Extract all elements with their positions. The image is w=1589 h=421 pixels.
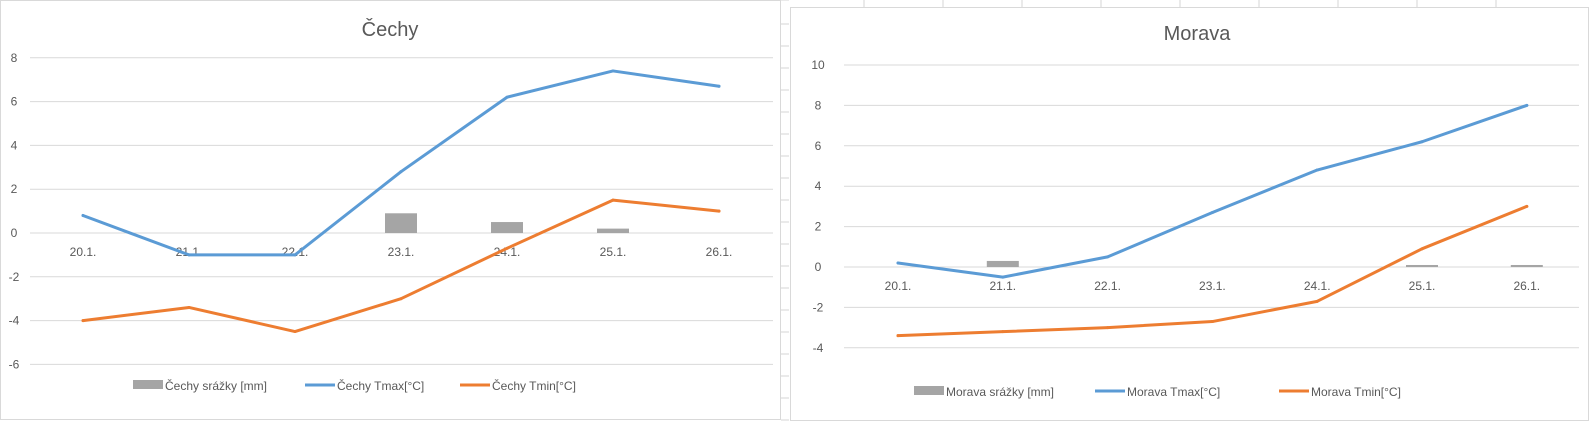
data-point[interactable]	[1106, 255, 1110, 259]
data-point[interactable]	[293, 330, 297, 334]
data-point[interactable]	[81, 319, 85, 323]
data-point[interactable]	[1420, 247, 1424, 251]
x-tick-label: 26.1.	[706, 245, 733, 259]
x-tick-label: 20.1.	[885, 279, 912, 293]
y-tick-label: -2	[813, 300, 824, 314]
data-point[interactable]	[611, 69, 615, 73]
data-point[interactable]	[399, 170, 403, 174]
x-tick-label: 23.1.	[1199, 279, 1226, 293]
data-point[interactable]	[1106, 326, 1110, 330]
data-point[interactable]	[896, 334, 900, 338]
data-point[interactable]	[1001, 330, 1005, 334]
y-tick-label: -4	[9, 314, 20, 328]
y-tick-label: 6	[11, 95, 18, 109]
bar-srazky[interactable]	[1406, 264, 1438, 267]
x-tick-label: 23.1.	[388, 245, 415, 259]
bar-srazky[interactable]	[1510, 264, 1543, 267]
chart-title: Morava	[1164, 23, 1232, 45]
data-point[interactable]	[1525, 204, 1529, 208]
data-point[interactable]	[1315, 168, 1319, 172]
legend-label: Čechy Tmin[°C]	[492, 378, 576, 393]
y-tick-label: 4	[11, 138, 18, 152]
y-tick-label: 8	[815, 98, 822, 112]
y-tick-label: -4	[813, 341, 824, 355]
data-point[interactable]	[1525, 103, 1529, 107]
data-point[interactable]	[717, 84, 721, 88]
y-tick-label: 8	[11, 51, 18, 65]
x-tick-label: 24.1.	[494, 245, 521, 259]
y-tick-label: 0	[11, 226, 18, 240]
x-tick-label: 25.1.	[600, 245, 627, 259]
x-tick-label: 22.1.	[1094, 279, 1121, 293]
legend-label: Čechy Tmax[°C]	[337, 378, 424, 393]
legend-label: Morava Tmin[°C]	[1311, 385, 1401, 399]
data-point[interactable]	[1420, 140, 1424, 144]
data-point[interactable]	[1001, 275, 1005, 279]
chart-border	[790, 7, 1589, 421]
chart-border	[0, 0, 781, 420]
legend-label: Čechy srážky [mm]	[165, 378, 267, 393]
bar-srazky[interactable]	[986, 260, 1019, 267]
data-point[interactable]	[1315, 299, 1319, 303]
bar-srazky[interactable]	[597, 228, 629, 233]
y-tick-label: 6	[815, 139, 822, 153]
legend-swatch-bar	[914, 386, 944, 395]
y-tick-label: -2	[9, 270, 20, 284]
data-point[interactable]	[611, 198, 615, 202]
data-point[interactable]	[896, 261, 900, 265]
data-point[interactable]	[1210, 320, 1214, 324]
legend-swatch-bar	[133, 380, 163, 389]
y-tick-label: 10	[811, 58, 825, 72]
data-point[interactable]	[293, 253, 297, 257]
data-point[interactable]	[399, 297, 403, 301]
bar-srazky[interactable]	[385, 213, 417, 233]
data-point[interactable]	[505, 246, 509, 250]
y-tick-label: -6	[9, 357, 20, 371]
y-tick-label: 0	[815, 260, 822, 274]
legend-label: Morava Tmax[°C]	[1127, 385, 1220, 399]
data-point[interactable]	[81, 213, 85, 217]
x-tick-label: 21.1.	[989, 279, 1016, 293]
data-point[interactable]	[1210, 210, 1214, 214]
data-point[interactable]	[717, 209, 721, 213]
chart-morava[interactable]: Morava 10 8 6 4 2 0 -2 -4 20.1. 21.1. 22.1. 23.1. 24.…	[811, 23, 1579, 399]
chart-title: Čechy	[362, 18, 419, 41]
x-tick-label: 25.1.	[1409, 279, 1436, 293]
x-tick-label: 26.1.	[1513, 279, 1540, 293]
legend-label: Morava srážky [mm]	[946, 385, 1054, 399]
bar-srazky[interactable]	[491, 222, 523, 233]
x-tick-label: 24.1.	[1304, 279, 1331, 293]
data-point[interactable]	[505, 95, 509, 99]
y-tick-label: 4	[815, 179, 822, 193]
y-tick-label: 2	[815, 220, 822, 234]
x-tick-label: 20.1.	[70, 245, 97, 259]
data-point[interactable]	[187, 305, 191, 309]
data-point[interactable]	[187, 253, 191, 257]
y-tick-label: 2	[11, 182, 18, 196]
